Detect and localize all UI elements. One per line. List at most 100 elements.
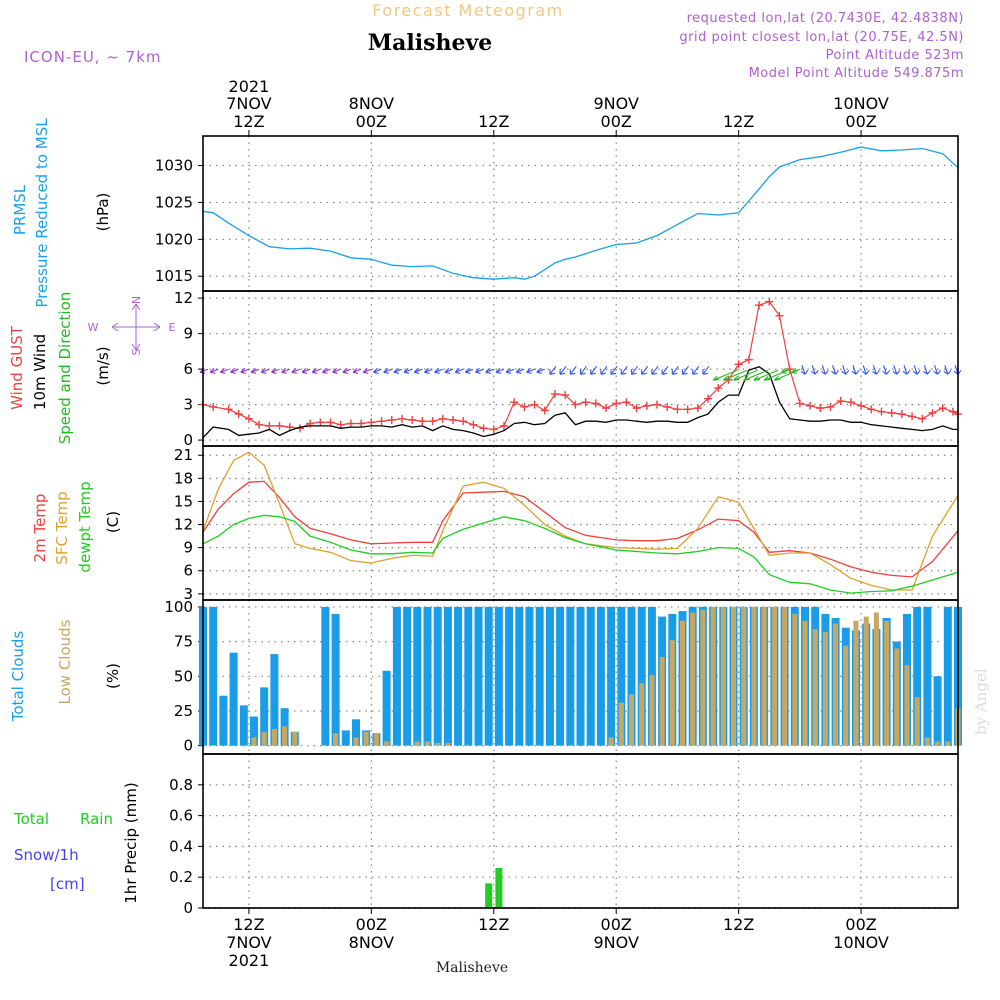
low-cloud-bar [863, 616, 869, 746]
bottom-x-label-date: 8NOV [349, 933, 394, 952]
watermark: by Angel [972, 668, 990, 735]
wind-dir-arrow [475, 367, 484, 374]
bottom-x-label-date: 7NOV [226, 933, 271, 952]
cloud-ylabels: Total Clouds Low Clouds (%) [9, 619, 122, 722]
low-cloud-bar [659, 656, 665, 746]
gust-marker [867, 405, 876, 414]
wind-dir-arrow [505, 367, 515, 374]
rain-legend: Rain [80, 810, 113, 828]
gust-marker [908, 412, 917, 421]
y-tick-label: 0 [183, 737, 193, 755]
wind-gust-label: Wind GUST [8, 325, 26, 410]
wind-dir-arrow [733, 369, 758, 381]
low-cloud-bar [945, 741, 951, 746]
low-cloud-bar [261, 731, 267, 746]
wind-dir-arrow [681, 365, 689, 375]
wind-dir-arrow [579, 365, 587, 375]
low-cloud-bar [843, 645, 849, 746]
total-cloud-bar [637, 606, 646, 746]
gust-marker [622, 398, 631, 407]
total-cloud-bar [464, 606, 473, 746]
bottom-x-label-hour: 00Z [356, 915, 387, 934]
wind-dir-arrow [872, 365, 880, 375]
wind-dir-arrow [373, 367, 382, 374]
wind-dir-arrow [590, 365, 598, 375]
panel-2: 3 6 9 12 15 18 21 [174, 446, 958, 603]
total-cloud-bar [913, 606, 922, 746]
low-cloud-bar [761, 606, 767, 746]
wind-dir-arrow [332, 367, 341, 374]
wind-dir-arrow [722, 369, 748, 381]
gust-marker [581, 398, 590, 407]
total-cloud-bar [423, 606, 432, 746]
gust-marker [265, 421, 274, 430]
gust-marker [438, 414, 447, 423]
y-tick-label: 0.4 [169, 837, 193, 855]
gust-marker [826, 402, 835, 411]
top-x-label-hour: 12Z [233, 112, 264, 131]
wind-dir-arrow [362, 367, 372, 374]
gust-marker [938, 404, 947, 413]
low-cloud-bar [782, 606, 788, 746]
low-cloud-bar [771, 606, 777, 746]
low-cloud-bar [282, 726, 288, 746]
wind-dir-arrow [651, 365, 659, 375]
prmsl-label: PRMSL [11, 184, 29, 235]
gust-marker [642, 401, 651, 410]
y-tick-label: 15 [174, 492, 193, 510]
total-cloud-bar [239, 705, 248, 746]
wind-dir-arrow [240, 367, 250, 374]
y-tick-label: 25 [174, 702, 193, 720]
low-cloud-bar [353, 737, 359, 746]
wind-dir-arrow [902, 365, 911, 375]
gust-marker [224, 405, 233, 414]
gust-marker [285, 423, 294, 432]
low-cloud-bar [914, 697, 920, 746]
wind-dir-arrow [892, 365, 901, 375]
precip-ylabels: 1hr Precip (mm) Total Rain Snow/1h [cm] [13, 782, 140, 903]
low-cloud-bar [669, 640, 675, 746]
model-label: ICON-EU, ~ 7km [24, 48, 162, 66]
gust-marker [846, 398, 855, 407]
wind-dir-arrow [281, 367, 290, 374]
gust-marker [377, 417, 386, 426]
low-cloud-bar [435, 742, 441, 746]
gust-marker [612, 399, 621, 408]
y-tick-label: 9 [183, 325, 193, 343]
y-tick-label: 3 [183, 585, 193, 603]
compass-w: W [88, 321, 99, 334]
wind-dir-arrow [943, 365, 952, 375]
hpa-unit-label: (hPa) [94, 193, 112, 232]
dewpt-line [202, 514, 959, 594]
low-cloud-bar [384, 741, 390, 746]
gust-marker [795, 399, 804, 408]
y-tick-label: 1020 [155, 230, 193, 248]
gust-marker [836, 397, 845, 406]
low-cloud-bar [812, 629, 818, 746]
y-tick-label: 0 [183, 431, 193, 449]
top-x-label-date: 9NOV [594, 94, 639, 113]
gust-marker [561, 391, 570, 400]
wind-line [202, 365, 958, 439]
wind-dir-arrow [600, 365, 608, 375]
wind-dir-arrow [495, 367, 505, 374]
top-x-label-date: 10NOV [833, 94, 889, 113]
low-cloud-bar [333, 733, 339, 746]
total-cloud-bar [250, 716, 258, 746]
pressure-msl-label: Pressure Reduced to MSL [33, 118, 51, 308]
wind-dir-arrow [753, 369, 779, 381]
low-cloud-bar [873, 612, 879, 746]
top-x-label-year: 2021 [229, 77, 270, 96]
total-cloud-bar [341, 730, 350, 746]
low-cloud-bar [853, 620, 859, 746]
snow-legend: Snow/1h [14, 846, 79, 864]
low-cloud-bar [935, 741, 941, 746]
wind-dir-arrow [743, 369, 768, 381]
wind-dir-arrow [692, 365, 700, 375]
total-cloud-bar [454, 606, 463, 746]
gust-marker [234, 410, 243, 419]
wind-dir-arrow [526, 367, 535, 374]
y-tick-label: 6 [183, 360, 193, 378]
y-tick-label: 9 [183, 539, 193, 557]
